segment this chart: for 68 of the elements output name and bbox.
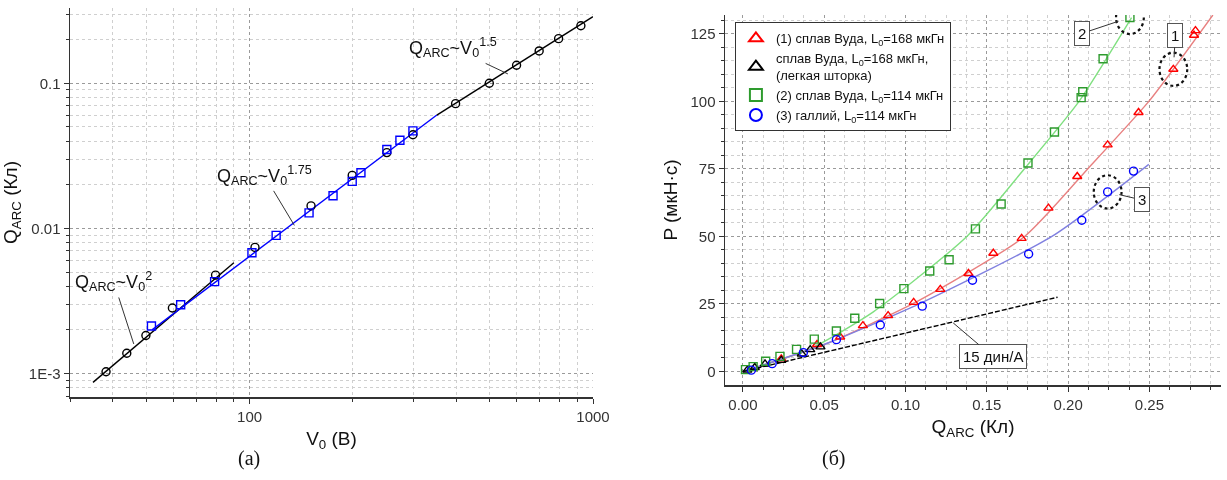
point — [791, 344, 802, 355]
point — [746, 365, 757, 375]
y-tick-label: 0.1 — [39, 74, 61, 92]
point — [963, 268, 974, 277]
point — [831, 326, 842, 336]
point — [811, 339, 823, 348]
y-tick-label: 0.01 — [31, 219, 61, 237]
text: (a) — [238, 447, 261, 470]
y-tick-label: 75 — [698, 160, 716, 178]
x-tick-label: 0.00 — [728, 395, 758, 413]
point — [882, 310, 894, 319]
y-tick-label: 125 — [690, 25, 716, 43]
annotation: 2 — [1078, 25, 1087, 42]
legend-label: (2) сплав Вуда, L$_{0}$=114 мкГн — [775, 88, 944, 105]
point — [1023, 158, 1033, 168]
point — [970, 224, 981, 234]
point — [908, 297, 919, 306]
point — [1076, 92, 1086, 103]
point — [815, 342, 826, 350]
point — [1016, 233, 1027, 242]
point — [967, 275, 978, 285]
point — [1098, 54, 1108, 64]
legend-label: (3) галлий, L$_{0}$=114 мкГн — [775, 108, 917, 125]
point — [1190, 25, 1201, 34]
x-tick-label: 0.15 — [972, 395, 1002, 413]
point — [831, 334, 842, 345]
y-tick-label: 1E-3 — [28, 364, 61, 382]
point — [1133, 107, 1144, 116]
y-tick-label: 100 — [690, 92, 716, 110]
annotation: 1 — [1171, 27, 1180, 44]
point — [875, 320, 885, 330]
x-axis-title: Q$_{ARC}$ (Кл) — [931, 416, 1015, 441]
point — [809, 334, 819, 344]
point — [996, 199, 1006, 209]
point — [850, 313, 860, 323]
x-tick-label: 0.20 — [1053, 395, 1083, 413]
y-tick-label: 25 — [698, 295, 716, 313]
point — [1102, 140, 1113, 148]
x-axis-title: V$_{0}$ (B) — [306, 428, 357, 453]
x-tick-label: 0.10 — [890, 395, 921, 413]
point — [917, 301, 927, 311]
legend-label: (1) сплав Вуда, L$_{0}$=168 мкГн — [775, 31, 945, 49]
point — [1128, 166, 1139, 176]
point — [925, 266, 935, 276]
x-tick-label: 0.25 — [1134, 395, 1165, 413]
point — [857, 320, 869, 329]
x-tick-label: 0.05 — [809, 395, 839, 413]
point — [944, 254, 954, 265]
point — [767, 358, 777, 369]
text: (б) — [822, 447, 846, 470]
y-axis-title: P (мкН·с) — [659, 159, 681, 241]
point — [1023, 249, 1034, 259]
point — [874, 298, 885, 309]
point — [1049, 127, 1060, 137]
annotation: 3 — [1138, 191, 1147, 208]
y-tick-label: 50 — [698, 227, 716, 245]
point — [1071, 171, 1083, 180]
point — [804, 344, 816, 353]
legend-label: сплав Вуда, L$_{0}$=168 мкГн, (легкая шторка) — [775, 51, 929, 84]
point — [1043, 203, 1054, 211]
x-tick-label: 1000 — [576, 407, 610, 425]
point — [899, 283, 909, 294]
y-tick-label: 0 — [707, 362, 716, 380]
point — [1078, 87, 1088, 97]
point — [1077, 215, 1087, 225]
annotation: 15 дин/А — [963, 348, 1024, 365]
point — [934, 284, 946, 293]
point — [988, 248, 999, 256]
